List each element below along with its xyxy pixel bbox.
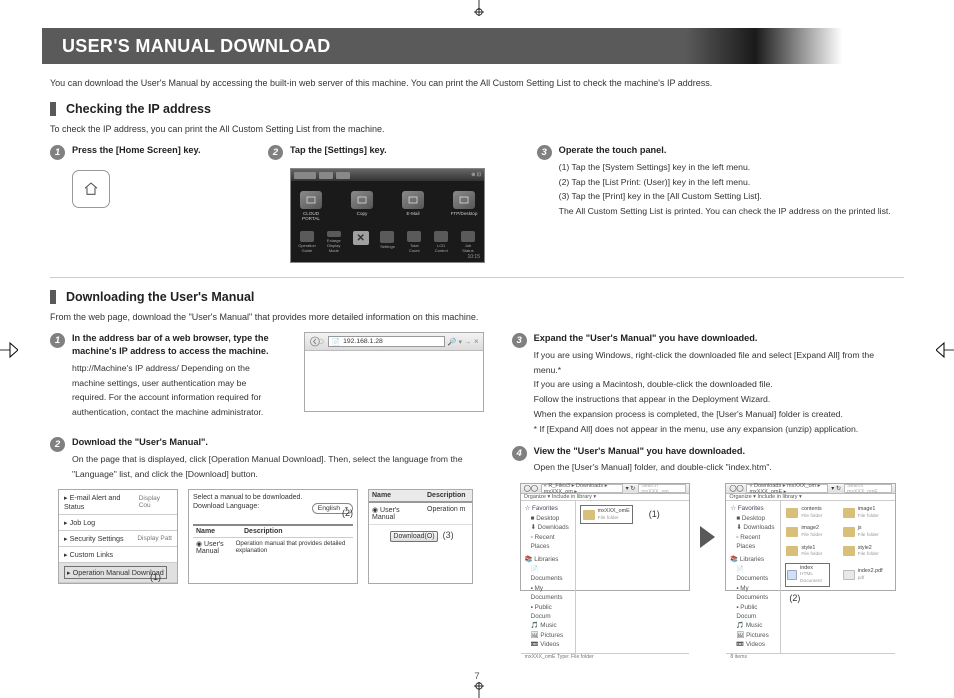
touch-panel-illustration: ⊕ ⊡ CLOUD PORTALCopyE-MailFTP/Desktop Op…: [290, 168, 485, 263]
annotation-2: (2): [342, 508, 353, 518]
arrow-icon: [700, 526, 715, 548]
s2-step3-title: Expand the "User's Manual" you have down…: [534, 332, 904, 345]
browser-mock: 📄 192.168.1.28 🔎 ▾ → ×: [304, 332, 484, 412]
page-number: 7: [474, 671, 479, 682]
download-panel-mock: NameDescription ◉ User's ManualOperation…: [368, 489, 473, 584]
s2-step2-body: On the page that is displayed, click [Op…: [72, 452, 484, 482]
crop-arrow-left: [0, 339, 18, 361]
step-badge-2: 2: [268, 145, 283, 160]
col-name: Name: [193, 526, 241, 537]
dl-row-name: ◉ User's Manual: [369, 503, 424, 524]
step-badge-3: 3: [537, 145, 552, 160]
step-badge-1: 1: [50, 145, 65, 160]
annotation-1: (1): [150, 572, 161, 582]
s2-step3-body: If you are using Windows, right-click th…: [534, 348, 904, 437]
page: USER'S MANUAL DOWNLOAD You can download …: [42, 28, 912, 678]
lang-line1: Select a manual to be downloaded.: [193, 494, 353, 501]
col-desc: Description: [241, 526, 286, 537]
section-divider: [50, 277, 904, 278]
section2-columns: 1 In the address bar of a web browser, t…: [42, 332, 912, 591]
section1-columns: 1 Press the [Home Screen] key. 2 Tap the…: [42, 144, 912, 263]
title-banner: USER'S MANUAL DOWNLOAD: [42, 28, 912, 64]
crop-mark-bottom: [472, 682, 486, 698]
s2-step1-title: In the address bar of a web browser, typ…: [72, 332, 278, 358]
dl-col-name: Name: [369, 490, 424, 501]
page-icon: 📄: [332, 338, 340, 346]
section2-intro: From the web page, download the "User's …: [50, 312, 904, 322]
home-icon: [83, 181, 99, 197]
explorer-row: ◯◯« R_Files3 ▸ Downloads ▸ mxXXX_om ▸▾ ↻…: [512, 483, 904, 591]
close-icon: ×: [474, 337, 479, 346]
row-desc: Operation manual that provides detailed …: [233, 538, 353, 557]
row-name: ◉ User's Manual: [193, 538, 233, 557]
step-badge-s2-2: 2: [50, 437, 65, 452]
section-heading-ip: Checking the IP address: [50, 102, 904, 116]
s2-step1-body: http://Machine's IP address/ Depending o…: [72, 361, 278, 420]
explorer-before: ◯◯« R_Files3 ▸ Downloads ▸ mxXXX_om ▸▾ ↻…: [520, 483, 691, 591]
search-icon: 🔎 ▾ →: [448, 338, 471, 346]
intro-text: You can download the User's Manual by ac…: [50, 78, 904, 88]
panel-time: 10:15: [467, 254, 480, 260]
address-bar: 📄 192.168.1.28: [328, 336, 445, 347]
step2-title: Tap the [Settings] key.: [290, 144, 387, 157]
step-badge-s2-1: 1: [50, 333, 65, 348]
explorer-after: ◯◯« Downloads ▸ mxXXX_om ▸ mxXXX_omE ▸▾ …: [725, 483, 896, 591]
step1-title: Press the [Home Screen] key.: [72, 144, 201, 157]
back-icon: [309, 336, 325, 348]
dl-row-desc: Operation m: [424, 503, 469, 524]
crop-arrow-right: [936, 339, 954, 361]
download-button: Download(O): [390, 531, 437, 542]
section-heading-download: Downloading the User's Manual: [50, 290, 904, 304]
home-key-illustration: [72, 170, 110, 208]
language-panel-mock: Select a manual to be downloaded. Downlo…: [188, 489, 358, 584]
section1-intro: To check the IP address, you can print t…: [50, 124, 904, 134]
crop-mark-top: [472, 0, 486, 16]
sidebar-menu-mock: ▸ E-mail Alert and StatusDisplay Cou▸ Jo…: [58, 489, 178, 584]
s2-step4-title: View the "User's Manual" you have downlo…: [534, 445, 904, 458]
dl-col-desc: Description: [424, 490, 469, 501]
page-title: USER'S MANUAL DOWNLOAD: [62, 36, 331, 57]
step3-title: Operate the touch panel.: [559, 144, 904, 157]
lang-line2: Download Language:: [193, 503, 259, 510]
step3-body: (1) Tap the [System Settings] key in the…: [559, 160, 904, 219]
annotation-3: (3): [443, 530, 454, 540]
step-badge-s2-3: 3: [512, 333, 527, 348]
s2-step4-body: Open the [User's Manual] folder, and dou…: [534, 460, 904, 475]
download-mocks-row: ▸ E-mail Alert and StatusDisplay Cou▸ Jo…: [50, 489, 484, 584]
step-badge-s2-4: 4: [512, 446, 527, 461]
url-text: 192.168.1.28: [343, 338, 383, 345]
s2-step2-title: Download the "User's Manual".: [72, 436, 484, 449]
